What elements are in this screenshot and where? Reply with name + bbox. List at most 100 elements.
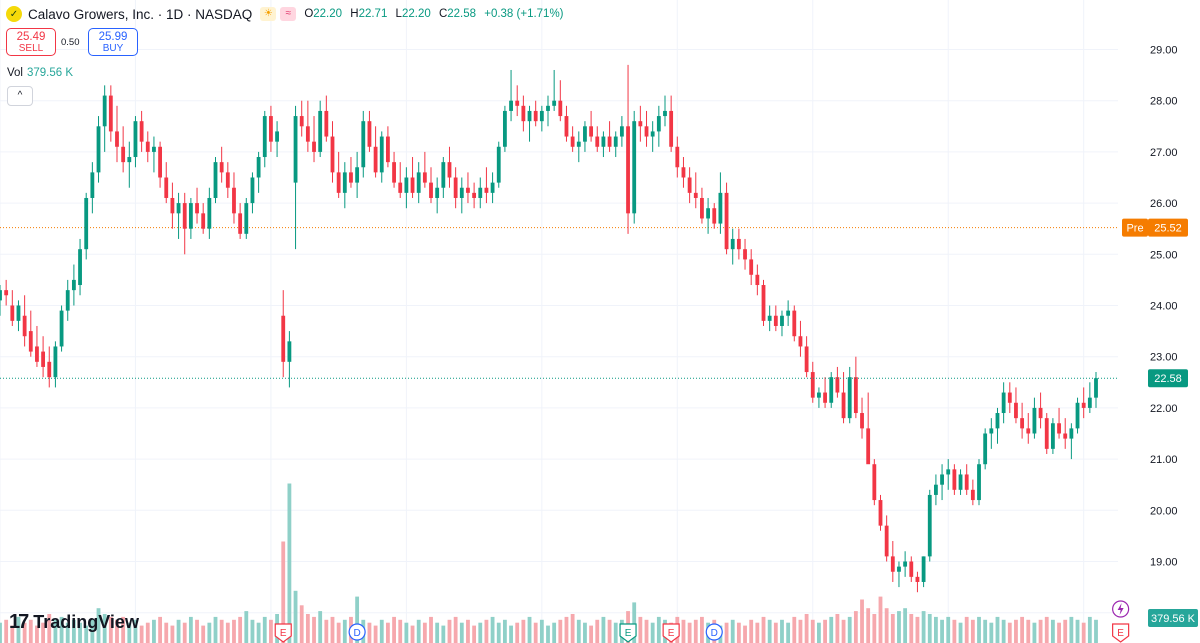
volume-bar: [1069, 616, 1074, 643]
volume-bar: [509, 625, 513, 643]
volume-bar: [324, 619, 329, 643]
candle-body: [533, 110, 538, 122]
candle-body: [977, 464, 981, 501]
volume-bar: [897, 611, 901, 643]
candle-body: [539, 110, 544, 122]
candle-body: [490, 182, 495, 193]
buy-button[interactable]: 25.99 BUY: [88, 28, 138, 56]
candle-body: [404, 177, 409, 193]
tradingview-logo[interactable]: 17 TradingView: [9, 611, 139, 634]
volume-bar: [866, 608, 871, 643]
volume-bar: [164, 622, 169, 643]
volume-bar: [761, 616, 766, 643]
volume-legend: Vol 379.56 K: [7, 67, 73, 79]
premarket-value: 25.52: [1154, 223, 1182, 235]
dividend-marker[interactable]: D: [705, 623, 723, 641]
last-price-bg: [1148, 369, 1188, 388]
volume-bar: [502, 619, 507, 643]
volume-bar: [312, 616, 316, 643]
volume-bar: [53, 619, 58, 643]
candle-body: [613, 136, 618, 147]
candle-body: [786, 310, 791, 316]
earnings-marker[interactable]: E: [274, 623, 292, 643]
volume-bar: [964, 616, 969, 643]
candle-body: [238, 213, 243, 234]
volume-bar: [269, 619, 273, 643]
volume-bar: [884, 608, 889, 643]
dividend-marker[interactable]: D: [348, 623, 366, 641]
high-label: H: [350, 8, 359, 20]
volume-bar: [41, 622, 46, 643]
symbol-title[interactable]: Calavo Growers, Inc. · 1D · NASDAQ: [28, 6, 253, 22]
volume-bar: [496, 622, 501, 643]
volume-bar: [847, 616, 852, 643]
company-logo-icon: ✓: [6, 6, 22, 22]
candle-body: [453, 177, 458, 198]
candle-body: [897, 566, 901, 572]
chart-header: ✓ Calavo Growers, Inc. · 1D · NASDAQ ☀ ≈…: [6, 5, 569, 23]
candle-body: [669, 110, 674, 147]
candle-body: [336, 172, 341, 193]
waves-icon[interactable]: ≈: [280, 7, 297, 21]
close-value: 22.58: [447, 8, 477, 20]
candle-body: [860, 413, 864, 429]
volume-bar: [133, 619, 138, 643]
volume-bar: [145, 622, 150, 643]
volume-bar: [392, 616, 396, 643]
candle-body: [139, 121, 144, 142]
collapse-button[interactable]: ^: [7, 86, 33, 106]
earnings-marker[interactable]: E: [1112, 623, 1130, 643]
volume-bar: [472, 625, 477, 643]
candle-body: [601, 136, 606, 147]
candle-body: [644, 126, 649, 137]
volume-value: 379.56 K: [27, 67, 74, 79]
candle-body: [872, 464, 877, 501]
candle-body: [349, 172, 353, 183]
candle-body: [1094, 378, 1098, 398]
earnings-letter: E: [280, 628, 287, 639]
candle-body: [0, 290, 2, 301]
y-tick-label: 20.00: [1150, 505, 1178, 517]
volume-bar: [909, 614, 914, 643]
candle-body: [576, 141, 581, 147]
volume-bar: [293, 590, 298, 643]
flash-event-marker[interactable]: [1112, 600, 1130, 618]
volume-bar: [983, 619, 988, 643]
sell-button[interactable]: 25.49 SELL: [6, 28, 56, 56]
candle-body: [416, 172, 421, 193]
candle-body: [287, 341, 292, 362]
volume-bar: [780, 619, 784, 643]
dividend-icon: [705, 623, 723, 641]
candle-body: [773, 315, 778, 326]
candle-body: [435, 187, 440, 198]
last-price-tag: 22.58: [1148, 369, 1188, 388]
candle-body: [232, 187, 236, 214]
sun-icon[interactable]: ☀: [260, 7, 277, 21]
candle-body: [681, 167, 686, 178]
candle-body: [1057, 423, 1061, 434]
candle-body: [823, 392, 827, 403]
tradingview-mark-icon: 17: [9, 611, 29, 633]
volume-bar: [127, 622, 132, 643]
candle-body: [318, 110, 323, 152]
volume-bar: [225, 622, 230, 643]
volume-bar: [798, 619, 803, 643]
earnings-letter: E: [668, 628, 675, 639]
candle-body: [675, 146, 680, 168]
candle-body: [712, 208, 717, 224]
candle-body: [700, 197, 704, 219]
earnings-marker[interactable]: E: [619, 623, 637, 643]
volume-bar: [890, 614, 895, 643]
candle-body: [121, 146, 126, 163]
volume-bar: [995, 616, 1000, 643]
candle-body: [1087, 397, 1092, 408]
volume-bar: [78, 622, 82, 643]
volume-bar: [650, 622, 655, 643]
candle-body: [946, 469, 951, 475]
candle-body: [312, 141, 316, 152]
earnings-marker[interactable]: E: [662, 623, 680, 643]
volume-bar: [1032, 622, 1037, 643]
premarket-tag-label: Pre: [1126, 223, 1143, 235]
volume-bar: [188, 616, 193, 643]
